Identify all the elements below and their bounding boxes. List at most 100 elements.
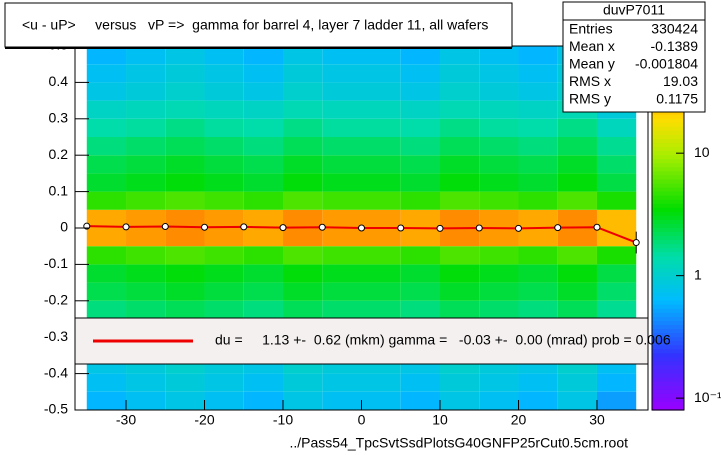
- heat-cell: [165, 246, 205, 265]
- heat-cell: [400, 246, 440, 265]
- heat-cell: [479, 173, 519, 192]
- heat-cell: [400, 64, 440, 83]
- heat-cell: [439, 373, 480, 392]
- heat-cell: [243, 191, 284, 210]
- heat-cell: [439, 209, 480, 228]
- heat-cell: [126, 100, 166, 119]
- x-tick-label: 30: [589, 412, 605, 428]
- heat-cell: [361, 209, 401, 228]
- profile-point: [122, 223, 130, 231]
- heat-cell: [204, 173, 244, 192]
- heat-cell: [126, 64, 166, 83]
- y-tick-label: 0: [60, 219, 68, 235]
- heat-cell: [126, 264, 166, 283]
- palette-strip: [652, 183, 684, 189]
- heat-cell: [204, 155, 244, 174]
- heat-cell: [283, 282, 323, 301]
- palette-strip: [652, 114, 684, 120]
- y-tick-label: 0.3: [49, 110, 69, 126]
- heat-cell: [518, 118, 558, 137]
- heat-cell: [283, 64, 323, 83]
- heat-cell: [204, 46, 244, 65]
- heat-cell: [479, 46, 519, 65]
- heat-cell: [361, 246, 401, 265]
- heat-cell: [126, 373, 166, 392]
- heat-cell: [518, 373, 558, 392]
- heat-cell: [165, 191, 205, 210]
- profile-point: [161, 223, 169, 231]
- stats-value: -0.001804: [635, 56, 698, 72]
- palette-strip: [652, 151, 684, 156]
- heat-cell: [126, 46, 166, 65]
- palette-strip: [652, 143, 684, 148]
- palette-strip: [652, 385, 684, 391]
- z-tick-label: 1: [694, 266, 702, 282]
- heat-cell: [243, 300, 284, 319]
- palette-strip: [652, 236, 684, 241]
- heat-cell: [165, 282, 205, 301]
- heat-cell: [126, 118, 166, 137]
- heat-cell: [557, 282, 597, 301]
- heat-cell: [518, 300, 558, 319]
- palette-strip: [652, 191, 684, 197]
- heat-cell: [596, 282, 637, 301]
- palette-strip: [652, 126, 684, 132]
- palette-strip: [652, 159, 684, 164]
- heat-cell: [86, 118, 127, 137]
- palette-strip: [652, 215, 684, 221]
- heat-cell: [400, 264, 440, 283]
- heat-cell: [322, 64, 362, 83]
- palette-strip: [652, 353, 684, 359]
- heat-cell: [361, 282, 401, 301]
- heat-cell: [204, 82, 244, 101]
- palette-strip: [652, 155, 684, 160]
- palette-strip: [652, 349, 684, 354]
- heat-cell: [439, 246, 480, 265]
- heat-cell: [518, 264, 558, 283]
- x-tick-label: 20: [511, 412, 527, 428]
- heat-cell: [439, 173, 480, 192]
- heat-cell: [86, 228, 127, 247]
- heat-cell: [86, 209, 127, 228]
- heat-cell: [322, 191, 362, 210]
- heat-cell: [322, 282, 362, 301]
- heat-cell: [479, 100, 519, 119]
- palette-strip: [652, 248, 684, 253]
- heat-cell: [596, 246, 637, 265]
- heat-cell: [126, 173, 166, 192]
- heat-cell: [557, 118, 597, 137]
- heat-cell: [518, 391, 558, 410]
- heat-cell: [204, 373, 244, 392]
- stats-value: 330424: [651, 21, 698, 37]
- stats-label: RMS y: [569, 91, 611, 107]
- palette-strip: [652, 122, 684, 128]
- x-tick-label: -20: [194, 412, 214, 428]
- profile-point: [632, 239, 640, 247]
- heat-cell: [126, 391, 166, 410]
- heat-cell: [361, 100, 401, 119]
- heat-cell: [322, 100, 362, 119]
- heat-cell: [243, 100, 284, 119]
- palette-strip: [652, 203, 684, 209]
- palette-strip: [652, 207, 684, 213]
- heat-cell: [165, 264, 205, 283]
- heat-cell: [204, 246, 244, 265]
- heat-cell: [479, 64, 519, 83]
- heat-cell: [243, 228, 284, 247]
- heat-cell: [165, 82, 205, 101]
- heat-cell: [400, 118, 440, 137]
- stats-label: Mean y: [569, 56, 615, 72]
- palette-strip: [652, 199, 684, 205]
- heat-cell: [283, 82, 323, 101]
- heat-cell: [86, 191, 127, 210]
- heat-cell: [439, 155, 480, 174]
- heat-cell: [400, 173, 440, 192]
- heat-cell: [596, 209, 637, 228]
- heat-cell: [126, 246, 166, 265]
- overlay: du = 1.13 +- 0.62 (mkm) gamma = -0.03 +-…: [4, 1, 706, 365]
- palette-strip: [652, 308, 684, 314]
- heat-cell: [283, 155, 323, 174]
- heat-cell: [518, 64, 558, 83]
- heat-cell: [361, 82, 401, 101]
- heat-cell: [400, 137, 440, 156]
